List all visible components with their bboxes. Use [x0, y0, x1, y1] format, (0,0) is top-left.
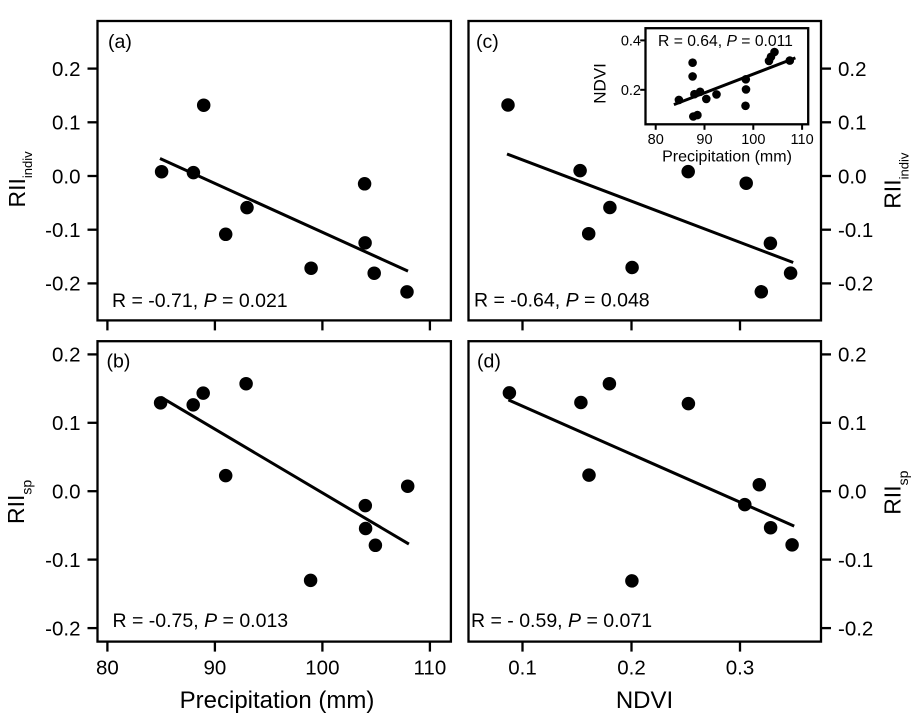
svg-text:-0.2: -0.2 — [838, 273, 873, 296]
svg-text:0.2: 0.2 — [838, 344, 867, 367]
svg-text:0.2: 0.2 — [617, 656, 646, 679]
svg-text:0.1: 0.1 — [508, 656, 537, 679]
svg-text:80: 80 — [96, 656, 119, 679]
svg-text:(c): (c) — [476, 31, 499, 53]
svg-text:-0.2: -0.2 — [45, 273, 80, 296]
svg-text:0.3: 0.3 — [726, 656, 755, 679]
svg-text:0.1: 0.1 — [838, 112, 867, 135]
svg-text:-0.1: -0.1 — [838, 549, 873, 572]
svg-text:R = -0.71, P = 0.021: R = -0.71, P = 0.021 — [112, 290, 288, 312]
svg-text:(b): (b) — [107, 350, 131, 372]
svg-text:0.0: 0.0 — [52, 165, 81, 188]
svg-text:NDVI: NDVI — [616, 687, 673, 713]
svg-text:(a): (a) — [108, 31, 132, 53]
svg-text:0.0: 0.0 — [52, 481, 81, 504]
svg-text:90: 90 — [203, 656, 226, 679]
svg-text:100: 100 — [305, 656, 339, 679]
svg-text:0.0: 0.0 — [838, 481, 867, 504]
svg-text:0.4: 0.4 — [621, 34, 641, 50]
svg-text:R = 0.64, P = 0.011: R = 0.64, P = 0.011 — [658, 33, 793, 50]
svg-text:-0.2: -0.2 — [45, 617, 80, 640]
svg-text:-0.1: -0.1 — [45, 549, 80, 572]
svg-text:100: 100 — [741, 132, 765, 148]
svg-text:Precipitation (mm): Precipitation (mm) — [180, 687, 375, 713]
svg-text:R = - 0.59, P = 0.071: R = - 0.59, P = 0.071 — [471, 610, 652, 632]
svg-text:0.0: 0.0 — [838, 165, 867, 188]
svg-text:110: 110 — [414, 656, 447, 679]
svg-text:0.2: 0.2 — [838, 58, 867, 81]
svg-text:(d): (d) — [477, 350, 501, 372]
svg-text:Precipitation (mm): Precipitation (mm) — [662, 149, 792, 166]
svg-text:-0.1: -0.1 — [45, 219, 80, 242]
svg-text:0.2: 0.2 — [52, 58, 81, 81]
svg-text:80: 80 — [648, 132, 664, 148]
svg-text:-0.2: -0.2 — [838, 617, 873, 640]
svg-text:110: 110 — [791, 132, 814, 148]
svg-text:0.1: 0.1 — [52, 412, 81, 435]
svg-text:-0.1: -0.1 — [838, 219, 873, 242]
svg-text:0.1: 0.1 — [52, 112, 81, 135]
svg-text:R = -0.75, P = 0.013: R = -0.75, P = 0.013 — [113, 610, 289, 632]
svg-text:0.2: 0.2 — [52, 344, 81, 367]
svg-text:90: 90 — [696, 132, 712, 148]
svg-text:R = -0.64, P = 0.048: R = -0.64, P = 0.048 — [474, 290, 650, 312]
svg-text:NDVI: NDVI — [591, 63, 610, 104]
svg-text:0.2: 0.2 — [621, 83, 641, 99]
svg-text:0.1: 0.1 — [838, 412, 867, 435]
